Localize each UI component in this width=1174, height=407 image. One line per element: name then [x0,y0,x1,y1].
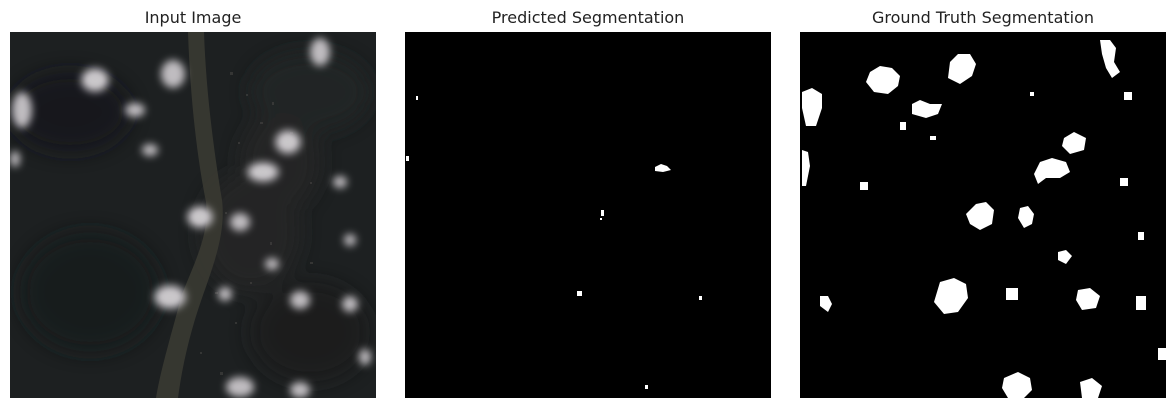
panel-title: Input Image [144,8,242,27]
predicted-mask [405,32,771,398]
ground-truth-mask [800,32,1166,398]
panel-predicted-segmentation: Predicted Segmentation [405,0,771,407]
panel-title: Ground Truth Segmentation [871,8,1095,27]
satellite-image [10,32,376,398]
panel-title: Predicted Segmentation [491,8,685,27]
ground-truth-mask-image [800,32,1166,398]
predicted-mask-image [405,32,771,398]
input-image [10,32,376,398]
panel-input-image: Input Image [10,0,376,407]
panel-ground-truth-segmentation: Ground Truth Segmentation [800,0,1166,407]
